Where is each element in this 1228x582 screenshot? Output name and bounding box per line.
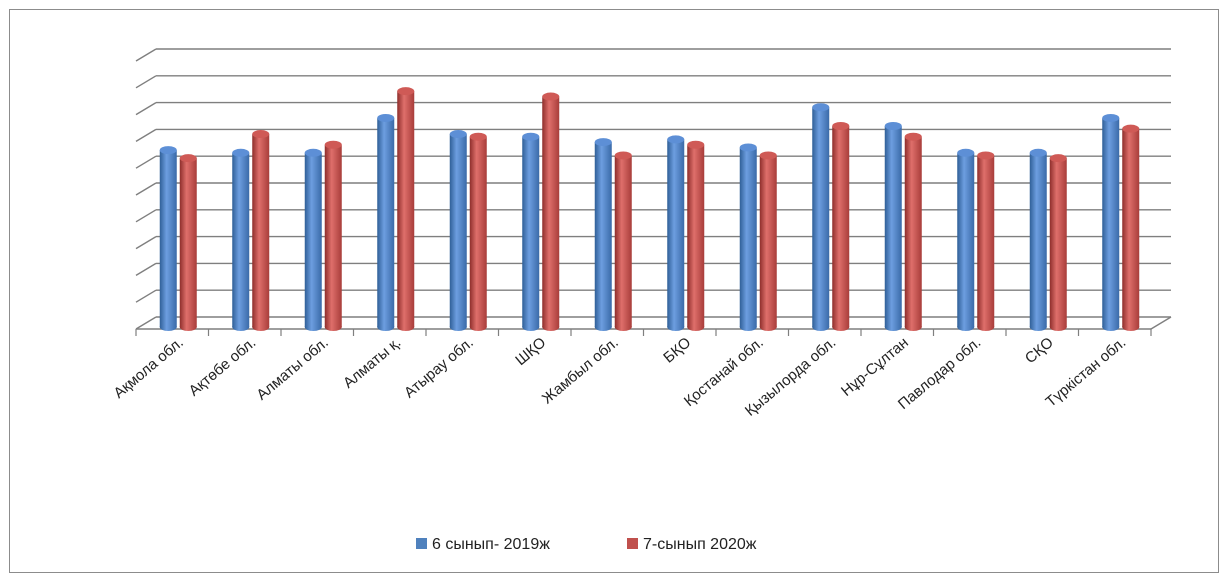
bar-series-1	[304, 148, 322, 331]
x-tick-label: БҚО	[660, 334, 694, 366]
legend-swatch	[627, 538, 638, 549]
legend-label: 6 сынып- 2019ж	[432, 536, 550, 553]
bar-series-1	[449, 130, 467, 331]
legend: 6 сынып- 2019ж 7-сынып 2020ж	[416, 536, 757, 553]
bar-series-2	[1049, 154, 1067, 331]
bar-series-2	[904, 132, 922, 331]
gridline	[135, 48, 1171, 62]
legend-item: 6 сынып- 2019ж	[416, 536, 550, 553]
gridline	[135, 75, 1171, 89]
x-tick-label: Атырау обл.	[401, 334, 477, 401]
bar-series-2	[759, 151, 777, 331]
x-tick-label: Жамбыл обл.	[539, 334, 622, 407]
gridline	[135, 289, 1171, 303]
bar-series-2	[252, 130, 270, 331]
x-tick-label: Нұр-Сұлтан	[838, 334, 912, 400]
x-tick-label: СҚО	[1022, 334, 1057, 367]
bar-series-1	[377, 113, 395, 331]
gridline	[135, 262, 1171, 277]
bar-series-1	[232, 148, 250, 331]
gridline	[135, 235, 1171, 250]
gridline	[135, 155, 1171, 169]
x-tick-labels: Ақмола обл.Ақтөбе обл.Алматы обл. Алматы …	[111, 334, 1130, 420]
bar-series-1	[739, 143, 757, 331]
bar-series-2	[614, 151, 632, 331]
bar-series-1	[1029, 148, 1047, 331]
gridlines	[135, 48, 1171, 330]
bar-series-2	[324, 140, 342, 331]
x-tick-label: ШҚО	[512, 334, 549, 369]
bar-series-2	[1122, 124, 1140, 331]
x-tick-label: Алматы обл.	[253, 334, 331, 404]
x-tick-label: Ақмола обл.	[111, 334, 187, 402]
x-axis	[135, 316, 1172, 336]
bar-series-1	[594, 138, 612, 331]
legend-label: 7-сынып 2020ж	[643, 536, 757, 553]
gridline	[135, 128, 1171, 143]
gridline	[135, 101, 1171, 116]
legend-swatch	[416, 538, 427, 549]
bar-chart: Ақмола обл.Ақтөбе обл.Алматы обл. Алматы …	[111, 48, 1172, 553]
bar-series-2	[542, 92, 560, 331]
gridline	[135, 209, 1171, 223]
gridline	[135, 182, 1171, 196]
legend-item: 7-сынып 2020ж	[627, 536, 757, 553]
bar-series-2	[179, 154, 197, 331]
bar-series-1	[812, 103, 830, 331]
bar-series-1	[159, 146, 177, 331]
bar-series-1	[884, 122, 902, 331]
bar-series-1	[957, 148, 975, 331]
gridline	[135, 316, 1171, 330]
bar-series-2	[397, 87, 415, 331]
x-tick-label: Ақтөбе обл.	[186, 334, 260, 400]
bar-series-2	[832, 122, 850, 331]
bar-series-2	[687, 140, 705, 331]
bar-series-1	[667, 135, 685, 331]
chart-frame: Ақмола обл. Ақтөбе обл. Алматы обл. Алматы …	[9, 9, 1219, 573]
bar-series-2	[469, 132, 487, 331]
bars	[159, 87, 1140, 331]
bar-series-1	[522, 132, 540, 331]
x-tick-label: Алматы қ.	[340, 334, 404, 392]
bar-series-1	[1102, 113, 1120, 331]
bar-series-2	[977, 151, 995, 331]
